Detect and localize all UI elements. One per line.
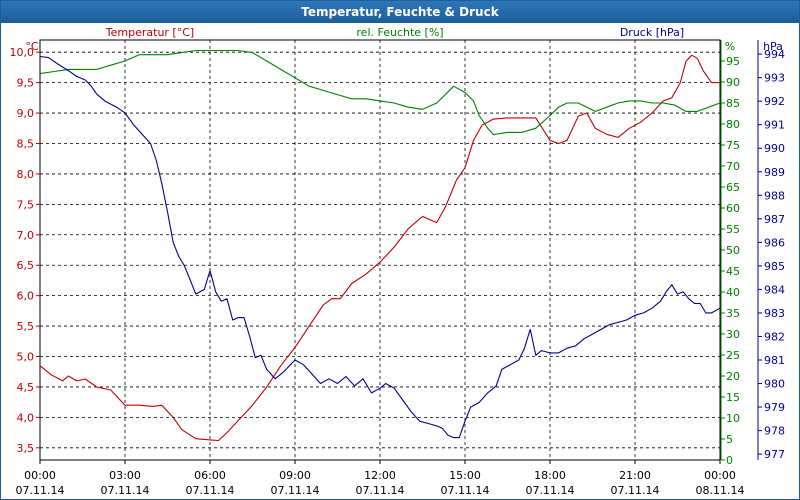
humidity-tick-label: 75 (726, 139, 740, 152)
pressure-tick-label: 989 (764, 166, 785, 179)
x-tick-label: 18:00 (534, 469, 566, 482)
pressure-tick-label: 985 (764, 260, 785, 273)
x-date-label: 07.11.14 (16, 484, 65, 497)
temperature-axis-label: Temperatur [°C] (105, 26, 194, 39)
temperature-tick-label: 6,5 (17, 259, 35, 272)
series-layer (39, 49, 721, 442)
x-tick-label: 21:00 (619, 469, 651, 482)
pressure-tick-label: 993 (764, 72, 785, 85)
temperature-tick-label: 8,5 (17, 137, 35, 150)
pressure-series-line (39, 55, 721, 439)
pressure-tick-label: 991 (764, 119, 785, 132)
humidity-tick-label: 55 (726, 223, 740, 236)
pressure-tick-label: 988 (764, 189, 785, 202)
humidity-series-line (39, 49, 721, 136)
x-tick-label: 00:00 (704, 469, 736, 482)
humidity-tick-label: 60 (726, 202, 740, 215)
pressure-tick-label: 982 (764, 330, 785, 343)
x-date-label: 08.11.14 (696, 484, 745, 497)
x-date-label: 07.11.14 (441, 484, 490, 497)
pressure-tick-label: 983 (764, 307, 785, 320)
temperature-tick-label: 6,0 (17, 290, 35, 303)
temperature-tick-label: 9,5 (17, 77, 35, 90)
humidity-tick-label: 5 (726, 433, 733, 446)
humidity-tick-label: 35 (726, 307, 740, 320)
grid-layer (39, 39, 721, 461)
humidity-tick-label: 10 (726, 412, 740, 425)
humidity-tick-label: 45 (726, 265, 740, 278)
x-tick-label: 00:00 (24, 469, 56, 482)
pressure-tick-label: 987 (764, 213, 785, 226)
x-tick-label: 06:00 (194, 469, 226, 482)
humidity-tick-label: 25 (726, 349, 740, 362)
pressure-tick-label: 992 (764, 95, 785, 108)
humidity-tick-label: 90 (726, 76, 740, 89)
humidity-tick-label: 20 (726, 370, 740, 383)
humidity-unit: % (725, 40, 735, 53)
pressure-axis-label: Druck [hPa] (620, 26, 684, 39)
x-date-label: 07.11.14 (611, 484, 660, 497)
x-date-label: 07.11.14 (526, 484, 575, 497)
pressure-tick-label: 984 (764, 283, 785, 296)
pressure-tick-label: 980 (764, 378, 785, 391)
pressure-tick-label: 981 (764, 354, 785, 367)
x-date-label: 07.11.14 (356, 484, 405, 497)
temperature-tick-label: 10,0 (10, 46, 35, 59)
humidity-tick-label: 65 (726, 181, 740, 194)
humidity-tick-label: 50 (726, 244, 740, 257)
temperature-tick-label: 7,5 (17, 198, 35, 211)
x-tick-label: 15:00 (449, 469, 481, 482)
x-tick-label: 09:00 (279, 469, 311, 482)
temperature-series-line (39, 54, 720, 442)
x-date-label: 07.11.14 (186, 484, 235, 497)
humidity-tick-label: 70 (726, 160, 740, 173)
temperature-tick-label: 5,0 (17, 351, 35, 364)
pressure-tick-label: 990 (764, 142, 785, 155)
temperature-tick-label: 4,5 (17, 381, 35, 394)
x-tick-label: 03:00 (109, 469, 141, 482)
axis-layer: 00:00 07.11.14 03:00 07.11.14 06:00 07.11.14 0… (10, 26, 786, 497)
chart-title: Temperatur, Feuchte & Druck (1, 1, 799, 23)
pressure-unit: hPa (763, 40, 783, 53)
temperature-tick-label: 4,0 (17, 411, 35, 424)
temperature-tick-label: 7,0 (17, 229, 35, 242)
humidity-tick-label: 40 (726, 286, 740, 299)
x-date-label: 07.11.14 (271, 484, 320, 497)
humidity-tick-label: 85 (726, 97, 740, 110)
temperature-tick-label: 9,0 (17, 107, 35, 120)
temperature-tick-label: 5,5 (17, 320, 35, 333)
pressure-tick-label: 977 (764, 448, 785, 461)
pressure-tick-label: 978 (764, 425, 785, 438)
temperature-tick-label: 3,5 (17, 442, 35, 455)
pressure-tick-label: 986 (764, 236, 785, 249)
temperature-tick-label: 8,0 (17, 168, 35, 181)
pressure-tick-label: 979 (764, 401, 785, 414)
temperature-unit: °C (25, 40, 39, 53)
x-date-label: 07.11.14 (101, 484, 150, 497)
pressure-tick-label: 994 (764, 48, 785, 61)
humidity-tick-label: 95 (726, 55, 740, 68)
humidity-tick-label: 30 (726, 328, 740, 341)
humidity-axis-label: rel. Feuchte [%] (356, 26, 443, 39)
humidity-tick-label: 0 (726, 454, 733, 467)
humidity-tick-label: 80 (726, 118, 740, 131)
x-tick-label: 12:00 (364, 469, 396, 482)
humidity-tick-label: 15 (726, 391, 740, 404)
